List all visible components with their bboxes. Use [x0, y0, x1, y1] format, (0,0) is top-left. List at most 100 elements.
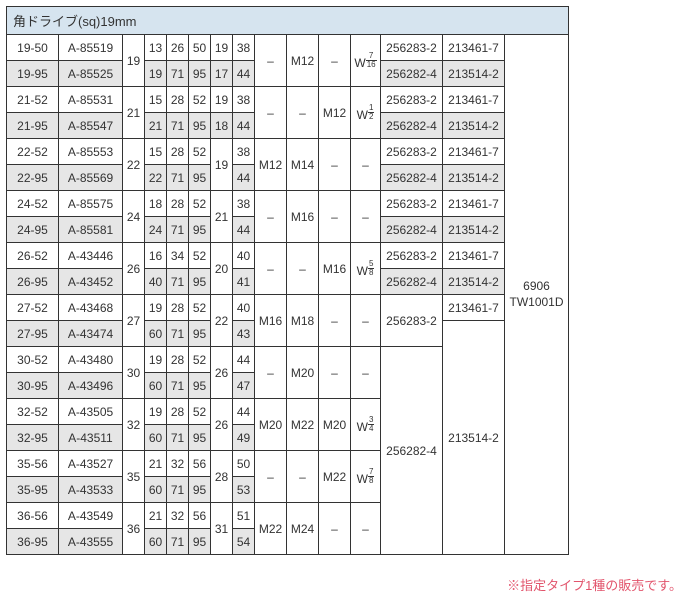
cell-m: 256283-2	[381, 139, 443, 165]
cell-f: 95	[189, 373, 211, 399]
cell-e: 71	[167, 321, 189, 347]
cell-g: 22	[211, 295, 233, 347]
cell-g: 26	[211, 347, 233, 399]
cell-e: 28	[167, 191, 189, 217]
cell-k: M12	[319, 87, 351, 139]
cell-i: –	[255, 87, 287, 139]
cell-h: 51	[233, 503, 255, 529]
cell-f: 95	[189, 529, 211, 555]
cell-b: A-85581	[59, 217, 123, 243]
cell-f: 95	[189, 217, 211, 243]
cell-d: 60	[145, 529, 167, 555]
cell-j: –	[287, 451, 319, 503]
cell-g: 18	[211, 113, 233, 139]
cell-c: 30	[123, 347, 145, 399]
cell-l: W78	[351, 451, 381, 503]
cell-f: 52	[189, 295, 211, 321]
cell-a: 26-95	[7, 269, 59, 295]
cell-c: 32	[123, 399, 145, 451]
cell-g: 31	[211, 503, 233, 555]
cell-i: –	[255, 35, 287, 87]
cell-e: 28	[167, 347, 189, 373]
table-row: 19-50A-85519191326501938–M12–W716256283-…	[7, 35, 569, 61]
cell-b: A-43527	[59, 451, 123, 477]
cell-k: –	[319, 503, 351, 555]
cell-h: 38	[233, 191, 255, 217]
cell-g: 19	[211, 139, 233, 191]
cell-a: 35-95	[7, 477, 59, 503]
cell-a: 19-50	[7, 35, 59, 61]
cell-m: 256282-4	[381, 165, 443, 191]
cell-j: M16	[287, 191, 319, 243]
cell-h: 44	[233, 217, 255, 243]
cell-h: 40	[233, 243, 255, 269]
cell-a: 30-95	[7, 373, 59, 399]
cell-m: 256282-4	[381, 61, 443, 87]
cell-a: 22-95	[7, 165, 59, 191]
cell-f: 95	[189, 425, 211, 451]
cell-h: 50	[233, 451, 255, 477]
cell-g: 21	[211, 191, 233, 243]
cell-j: M18	[287, 295, 319, 347]
cell-a: 35-56	[7, 451, 59, 477]
cell-b: A-43533	[59, 477, 123, 503]
cell-m: 256283-2	[381, 191, 443, 217]
cell-i: M22	[255, 503, 287, 555]
cell-l: –	[351, 191, 381, 243]
cell-e: 71	[167, 373, 189, 399]
cell-f: 50	[189, 35, 211, 61]
cell-d: 18	[145, 191, 167, 217]
footnote: ※指定タイプ1種の販売です。	[507, 575, 682, 594]
cell-d: 19	[145, 61, 167, 87]
cell-k: –	[319, 347, 351, 399]
table-row: 26-52A-43446261634522040––M16W58256283-2…	[7, 243, 569, 269]
cell-f: 52	[189, 243, 211, 269]
cell-f: 56	[189, 451, 211, 477]
cell-a: 24-52	[7, 191, 59, 217]
cell-e: 28	[167, 87, 189, 113]
cell-g: 19	[211, 87, 233, 113]
cell-f: 52	[189, 139, 211, 165]
cell-m: 256283-2	[381, 243, 443, 269]
cell-l: W716	[351, 35, 381, 87]
cell-c: 24	[123, 191, 145, 243]
cell-e: 28	[167, 139, 189, 165]
cell-h: 44	[233, 347, 255, 373]
cell-h: 44	[233, 61, 255, 87]
cell-i: –	[255, 243, 287, 295]
cell-l: –	[351, 503, 381, 555]
cell-n: 213461-7	[443, 139, 505, 165]
cell-f: 52	[189, 347, 211, 373]
cell-m: 256282-4	[381, 217, 443, 243]
cell-b: A-85553	[59, 139, 123, 165]
cell-b: A-43474	[59, 321, 123, 347]
cell-b: A-85575	[59, 191, 123, 217]
cell-a: 27-52	[7, 295, 59, 321]
cell-j: –	[287, 243, 319, 295]
cell-n: 213461-7	[443, 191, 505, 217]
cell-b: A-43480	[59, 347, 123, 373]
cell-m: 256283-2	[381, 87, 443, 113]
cell-n: 213514-2	[443, 113, 505, 139]
cell-d: 40	[145, 269, 167, 295]
cell-l: –	[351, 347, 381, 399]
cell-i: –	[255, 347, 287, 399]
cell-f: 95	[189, 321, 211, 347]
cell-a: 22-52	[7, 139, 59, 165]
spec-table: 角ドライブ(sq)19mm 19-50A-85519191326501938–M…	[6, 6, 569, 555]
cell-h: 40	[233, 295, 255, 321]
cell-d: 60	[145, 321, 167, 347]
cell-e: 71	[167, 529, 189, 555]
cell-k: M20	[319, 399, 351, 451]
cell-f: 52	[189, 87, 211, 113]
cell-h: 44	[233, 165, 255, 191]
cell-j: M20	[287, 347, 319, 399]
cell-e: 28	[167, 399, 189, 425]
cell-d: 19	[145, 399, 167, 425]
cell-d: 60	[145, 425, 167, 451]
cell-a: 21-52	[7, 87, 59, 113]
cell-h: 38	[233, 139, 255, 165]
table-row: 27-52A-43468271928522240M16M18––256283-2…	[7, 295, 569, 321]
cell-f: 95	[189, 113, 211, 139]
model-cell: 6906 TW1001D	[505, 35, 569, 555]
